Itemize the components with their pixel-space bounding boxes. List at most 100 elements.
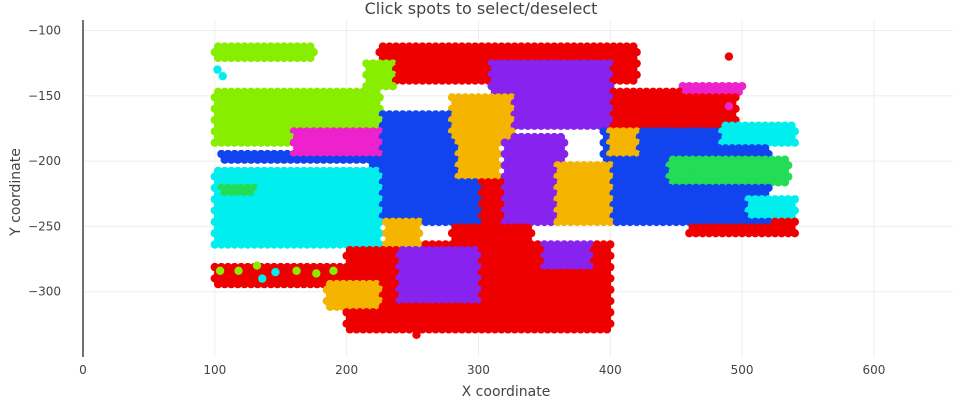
spot[interactable] (220, 53, 229, 63)
spot[interactable] (271, 267, 280, 277)
spot[interactable] (309, 240, 318, 249)
spot[interactable] (770, 228, 780, 238)
spot[interactable] (470, 325, 480, 334)
spot[interactable] (412, 330, 421, 339)
spot[interactable] (217, 138, 226, 147)
spot[interactable] (215, 266, 225, 275)
spot[interactable] (777, 138, 786, 147)
spot[interactable] (378, 325, 388, 334)
spot[interactable] (405, 325, 414, 334)
spot[interactable] (322, 240, 332, 249)
spot[interactable] (253, 53, 262, 63)
spot[interactable] (589, 121, 598, 130)
spot[interactable] (428, 217, 437, 227)
spot[interactable] (210, 138, 220, 147)
spot[interactable] (536, 121, 546, 130)
spot[interactable] (240, 279, 249, 289)
spot[interactable] (385, 325, 394, 334)
spot[interactable] (223, 138, 233, 147)
spot[interactable] (652, 217, 661, 227)
spot[interactable] (434, 217, 444, 227)
spot[interactable] (273, 279, 282, 289)
spot[interactable] (777, 228, 786, 238)
spot[interactable] (523, 121, 533, 130)
spot[interactable] (279, 155, 289, 164)
spot[interactable] (470, 76, 480, 85)
spot[interactable] (246, 279, 256, 289)
spot[interactable] (223, 240, 233, 249)
spot[interactable] (464, 76, 473, 85)
spot[interactable] (553, 217, 562, 227)
spot[interactable] (698, 228, 707, 238)
spot[interactable] (774, 178, 783, 187)
spot[interactable] (213, 53, 223, 63)
spot[interactable] (530, 121, 539, 130)
spot[interactable] (283, 138, 292, 147)
spot[interactable] (329, 240, 338, 249)
spot[interactable] (233, 279, 243, 289)
spot[interactable] (484, 325, 493, 334)
spot[interactable] (599, 217, 608, 227)
spot[interactable] (293, 155, 302, 164)
spot[interactable] (540, 217, 549, 227)
spot[interactable] (563, 121, 572, 130)
spot[interactable] (292, 266, 301, 275)
spot[interactable] (243, 240, 252, 249)
spot[interactable] (583, 325, 592, 334)
spot[interactable] (345, 155, 355, 164)
spot[interactable] (236, 138, 246, 147)
spot[interactable] (546, 217, 556, 227)
spot[interactable] (253, 279, 262, 289)
spot[interactable] (556, 325, 566, 334)
spot[interactable] (639, 217, 648, 227)
spot[interactable] (724, 228, 734, 238)
spot[interactable] (266, 155, 276, 164)
spot[interactable] (583, 121, 592, 130)
spot[interactable] (737, 228, 747, 238)
spot[interactable] (302, 240, 312, 249)
spot[interactable] (438, 325, 447, 334)
spot[interactable] (559, 217, 569, 227)
spot[interactable] (266, 53, 276, 63)
spot[interactable] (213, 65, 222, 74)
spot[interactable] (418, 325, 427, 334)
spot[interactable] (576, 325, 585, 334)
spot[interactable] (411, 76, 421, 85)
spot[interactable] (233, 53, 243, 63)
spot[interactable] (731, 228, 740, 238)
spot[interactable] (517, 325, 526, 334)
spot[interactable] (579, 217, 589, 227)
spot[interactable] (289, 240, 299, 249)
spot[interactable] (250, 240, 259, 249)
spot[interactable] (352, 155, 361, 164)
spot[interactable] (273, 155, 282, 164)
spot[interactable] (629, 76, 638, 85)
spot[interactable] (233, 155, 243, 164)
spot[interactable] (671, 217, 681, 227)
spot[interactable] (398, 76, 407, 85)
spot[interactable] (269, 240, 279, 249)
spot[interactable] (339, 155, 348, 164)
spot[interactable] (685, 228, 694, 238)
spot[interactable] (256, 138, 266, 147)
spot[interactable] (316, 240, 325, 249)
spot[interactable] (266, 279, 276, 289)
spot[interactable] (243, 138, 252, 147)
spot[interactable] (622, 76, 631, 85)
spot[interactable] (431, 76, 440, 85)
spot[interactable] (751, 228, 760, 238)
spot[interactable] (372, 325, 381, 334)
spot[interactable] (258, 274, 267, 283)
spot[interactable] (286, 279, 295, 289)
spot[interactable] (227, 279, 236, 289)
spot[interactable] (510, 325, 519, 334)
spot[interactable] (276, 138, 285, 147)
spot[interactable] (784, 138, 793, 147)
spot[interactable] (358, 325, 368, 334)
spot[interactable] (240, 53, 249, 63)
spot[interactable] (381, 81, 391, 91)
spot[interactable] (236, 240, 246, 249)
spot[interactable] (306, 53, 315, 63)
spot[interactable] (457, 76, 467, 85)
